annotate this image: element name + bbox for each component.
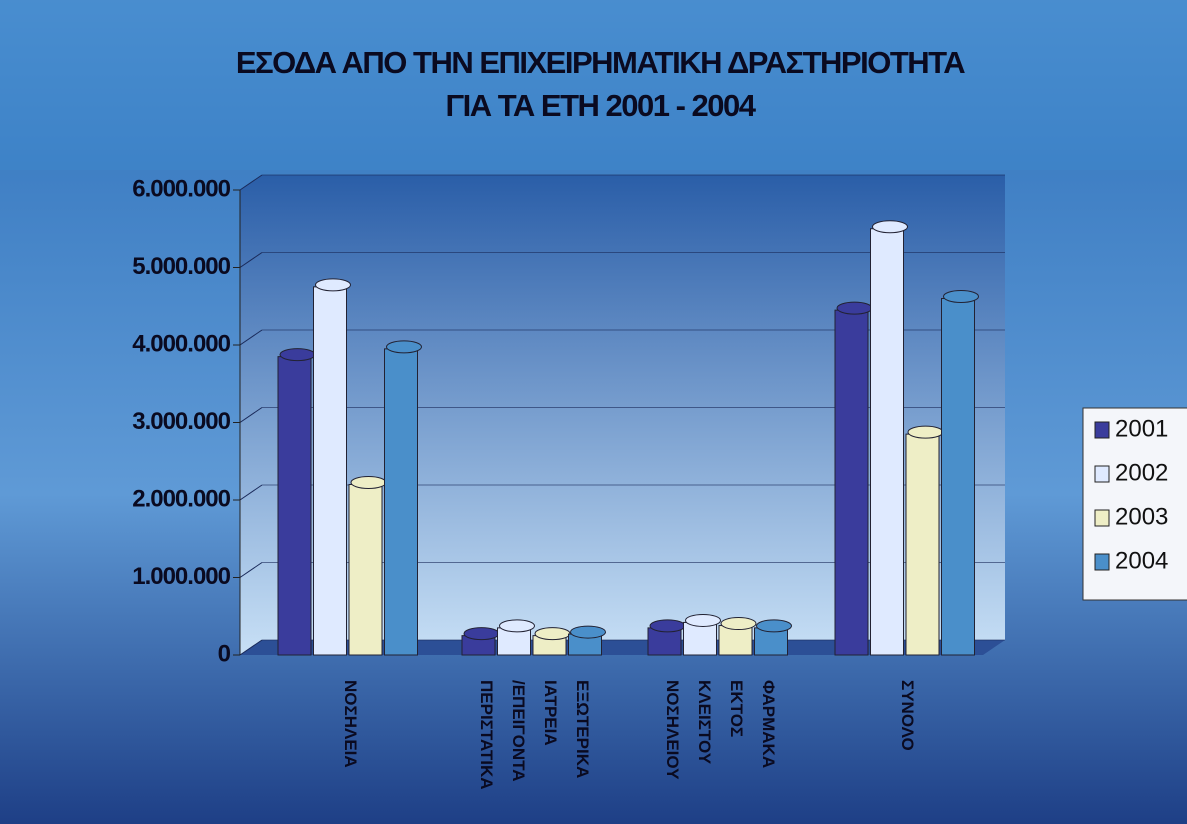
grid-line	[239, 329, 263, 346]
legend-swatch	[1094, 553, 1110, 571]
bar-top	[350, 476, 387, 489]
chart-title: ΕΣΟΔΑ ΑΠΟ ΤΗΝ ΕΠΙΧΕΙΡΗΜΑΤΙΚΗ ΔΡΑΣΤΗΡΙΟΤΗ…	[236, 45, 965, 80]
grid-line	[239, 252, 263, 268]
grid-line	[239, 484, 263, 501]
title-band	[0, 0, 1187, 170]
bar-top	[315, 278, 351, 292]
x-tick-label: ΕΞΩΤΕΡΙΚΑ ΙΑΤΡΕΙΑ /ΕΠΕΙΓΟΝΤΑ ΠΕΡΙΣΤΑΤΙΚΑ	[477, 680, 592, 790]
y-tick-label: 4.000.000	[132, 330, 230, 357]
legend-label: 2001	[1115, 415, 1168, 442]
bar	[834, 309, 869, 656]
legend-label: 2002	[1115, 459, 1168, 486]
legend-swatch	[1094, 421, 1110, 439]
y-tick-label: 6.000.000	[132, 175, 230, 202]
bar-top	[836, 301, 873, 315]
bar-top	[943, 290, 979, 303]
bar-top	[463, 627, 500, 641]
bar	[384, 348, 418, 656]
bar	[683, 621, 717, 656]
grid-line	[239, 639, 263, 656]
legend-swatch	[1094, 509, 1110, 527]
bar-top	[872, 220, 908, 234]
bar	[348, 484, 383, 656]
plot-wall	[240, 175, 1005, 655]
bar	[313, 286, 347, 656]
bar-top	[279, 348, 316, 362]
x-tick-label: ΦΑΡΜΑΚΑ ΕΚΤΟΣ ΚΛΕΙΣΤΟΥ ΝΟΣΗΛΕΙΟΥ	[663, 680, 778, 780]
bar-top	[649, 619, 686, 633]
bar-top	[720, 617, 757, 631]
y-tick-label: 5.000.000	[132, 253, 230, 280]
grid-line	[239, 407, 263, 423]
y-tick-label: 1.000.000	[132, 563, 230, 590]
x-tick-label: ΣΥΝΟΛΟ	[898, 680, 917, 751]
bar-top	[499, 619, 535, 633]
bar-top	[907, 425, 944, 439]
bar	[905, 433, 940, 656]
y-tick-label: 2.000.000	[132, 485, 230, 512]
legend-swatch	[1094, 465, 1110, 483]
bar-top	[386, 340, 422, 354]
grid-line	[239, 174, 263, 191]
x-tick-label: ΝΟΣΗΛΕΙΑ	[341, 680, 360, 768]
bar-top	[570, 625, 606, 639]
y-tick-label: 0	[218, 640, 231, 667]
bar	[277, 356, 312, 656]
bar	[941, 298, 975, 656]
legend-label: 2004	[1115, 547, 1168, 574]
bar	[718, 625, 753, 656]
y-tick-label: 3.000.000	[132, 408, 230, 435]
chart-subtitle: ΓΙΑ ΤΑ ΕΤΗ 2001 - 2004	[446, 88, 757, 123]
plot-floor	[240, 640, 1005, 655]
bar	[870, 228, 904, 656]
bar-top	[534, 627, 571, 641]
legend-label: 2003	[1115, 503, 1168, 530]
bar	[497, 627, 531, 656]
bar-top	[685, 613, 721, 627]
grid-line	[239, 562, 263, 578]
bar-top	[756, 619, 792, 633]
